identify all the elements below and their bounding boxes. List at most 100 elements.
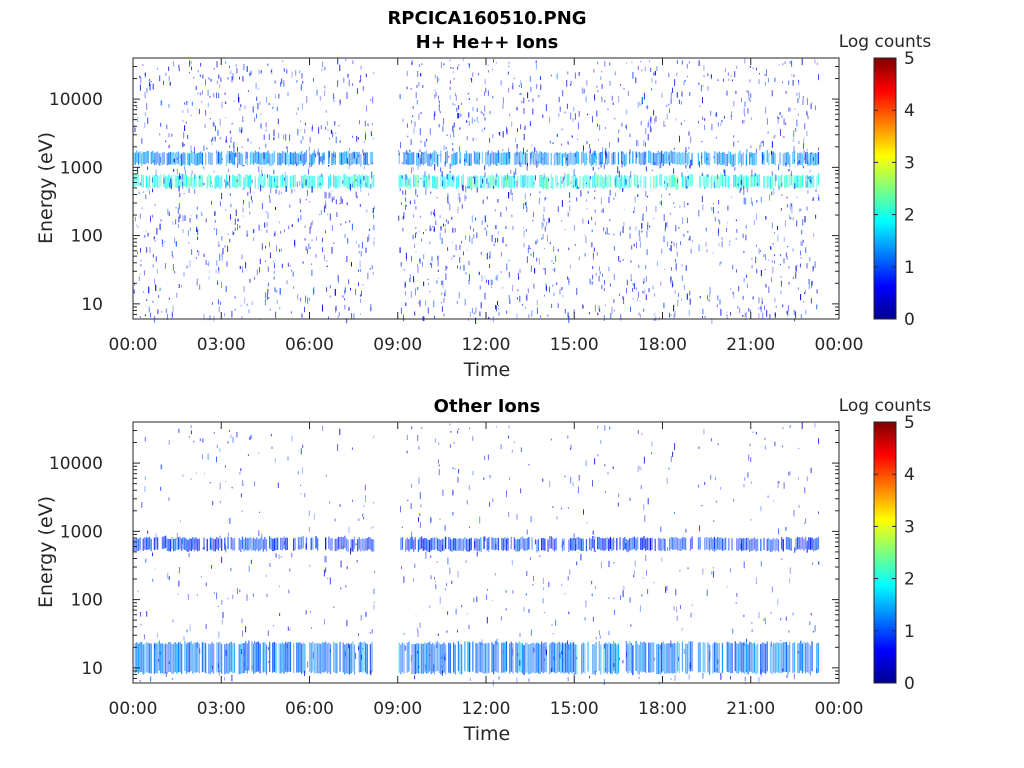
- spectrogram-cell: [578, 111, 580, 117]
- spectrogram-cell: [353, 174, 355, 176]
- spectrogram-cell: [433, 664, 435, 672]
- spectrogram-cell: [230, 567, 232, 572]
- spectrogram-cell: [584, 234, 586, 236]
- spectrogram-cell: [594, 94, 596, 101]
- spectrogram-cell: [300, 484, 302, 486]
- spectrogram-cell: [627, 539, 629, 553]
- spectrogram-cell: [583, 145, 584, 151]
- spectrogram-cell: [588, 312, 590, 315]
- spectrogram-cell: [324, 255, 325, 261]
- spectrogram-cell: [796, 196, 798, 199]
- spectrogram-cell: [724, 68, 726, 73]
- spectrogram-cell: [205, 643, 207, 674]
- spectrogram-cell: [138, 276, 140, 281]
- spectrogram-cell: [734, 174, 736, 187]
- spectrogram-cell: [752, 174, 754, 188]
- spectrogram-cell: [348, 526, 350, 534]
- y-axis-label: Energy (eV): [35, 132, 57, 244]
- spectrogram-cell: [713, 571, 714, 578]
- spectrogram-cell: [796, 119, 798, 127]
- spectrogram-cell: [520, 537, 522, 550]
- spectrogram-cell: [367, 163, 369, 166]
- spectrogram-cell: [506, 126, 507, 134]
- spectrogram-cell: [413, 276, 415, 283]
- spectrogram-cell: [585, 182, 587, 184]
- spectrogram-cell: [805, 518, 807, 523]
- spectrogram-cell: [312, 152, 314, 165]
- spectrogram-cell: [234, 218, 236, 225]
- spectrogram-cell: [296, 153, 298, 166]
- spectrogram-cell: [720, 122, 722, 126]
- spectrogram-cell: [301, 536, 303, 550]
- spectrogram-cell: [373, 214, 375, 219]
- spectrogram-cell: [413, 174, 415, 187]
- spectrogram-cell: [803, 137, 805, 145]
- spectrogram-cell: [224, 92, 226, 95]
- spectrogram-cell: [166, 153, 168, 166]
- spectrogram-cell: [557, 303, 559, 309]
- spectrogram-cell: [597, 453, 599, 457]
- spectrogram-cell: [461, 605, 463, 608]
- spectrogram-cell: [431, 256, 433, 260]
- spectrogram-cell: [401, 642, 404, 673]
- spectrogram-cell: [299, 536, 301, 550]
- spectrogram-cell: [315, 643, 317, 674]
- spectrogram-cell: [432, 642, 434, 673]
- spectrogram-cell: [229, 65, 230, 68]
- spectrogram-cell: [736, 229, 738, 233]
- spectrogram-cell: [350, 643, 352, 674]
- spectrogram-cell: [160, 643, 162, 674]
- spectrogram-cell: [368, 233, 370, 241]
- spectrogram-cell: [484, 536, 486, 542]
- spectrogram-cell: [424, 151, 426, 164]
- spectrogram-cell: [639, 241, 641, 248]
- spectrogram-cell: [446, 266, 448, 269]
- spectrogram-cell: [435, 581, 436, 583]
- spectrogram-cell: [475, 307, 477, 314]
- spectrogram-cell: [400, 307, 402, 314]
- spectrogram-cell: [586, 199, 588, 202]
- spectrogram-cell: [435, 176, 437, 190]
- spectrogram-cell: [675, 537, 677, 550]
- spectrogram-cell: [267, 63, 269, 66]
- spectrogram-cell: [803, 143, 804, 150]
- spectrogram-cell: [806, 112, 808, 117]
- spectrogram-cell: [715, 538, 717, 551]
- spectrogram-cell: [457, 265, 458, 269]
- spectrogram-cell: [411, 644, 413, 675]
- spectrogram-cell: [661, 193, 663, 198]
- spectrogram-cell: [278, 585, 280, 588]
- spectrogram-cell: [562, 541, 564, 545]
- spectrogram-cell: [561, 180, 563, 184]
- spectrogram-cell: [632, 537, 634, 550]
- spectrogram-cell: [492, 186, 494, 189]
- spectrogram-cell: [647, 105, 649, 110]
- spectrogram-cell: [226, 261, 228, 267]
- spectrogram-cell: [559, 106, 561, 112]
- spectrogram-cell: [804, 289, 806, 293]
- spectrogram-cell: [209, 482, 211, 484]
- spectrogram-cell: [152, 264, 154, 268]
- spectrogram-cell: [174, 538, 176, 551]
- spectrogram-cell: [601, 176, 604, 189]
- spectrogram-cell: [334, 176, 336, 189]
- spectrogram-cell: [357, 539, 359, 552]
- spectrogram-cell: [544, 197, 546, 201]
- spectrogram-cell: [272, 152, 274, 166]
- spectrogram-cell: [800, 537, 802, 550]
- spectrogram-cell: [809, 621, 811, 626]
- spectrogram-cell: [449, 59, 451, 62]
- spectrogram-cell: [173, 168, 175, 172]
- spectrogram-cell: [319, 214, 321, 216]
- spectrogram-cell: [181, 538, 183, 551]
- spectrogram-cell: [575, 180, 577, 187]
- spectrogram-cell: [302, 444, 304, 448]
- spectrogram-cell: [511, 559, 513, 566]
- spectrogram-cell: [218, 670, 220, 676]
- spectrogram-cell: [446, 583, 447, 586]
- spectrogram-cell: [368, 176, 370, 189]
- spectrogram-cell: [763, 175, 765, 189]
- spectrogram-cell: [429, 225, 431, 232]
- spectrogram-cell: [777, 598, 779, 606]
- spectrogram-cell: [713, 182, 715, 188]
